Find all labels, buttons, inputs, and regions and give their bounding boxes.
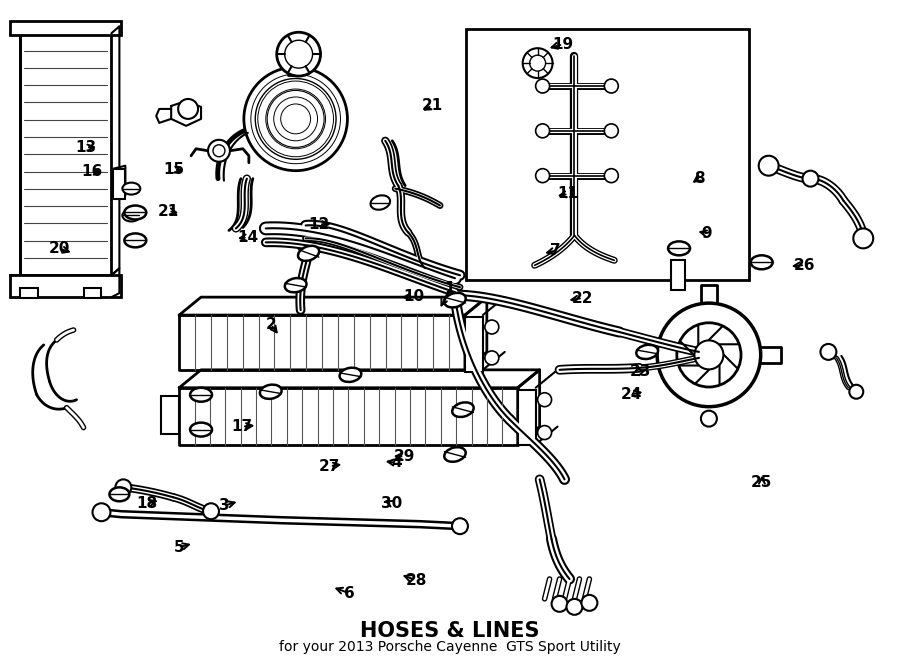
Text: 6: 6 <box>344 586 355 601</box>
Ellipse shape <box>190 422 212 436</box>
Ellipse shape <box>284 278 307 293</box>
Circle shape <box>853 228 873 248</box>
Ellipse shape <box>445 447 465 462</box>
Ellipse shape <box>668 242 690 256</box>
Bar <box>113 169 125 199</box>
Circle shape <box>536 124 550 138</box>
Circle shape <box>93 503 111 521</box>
Text: 26: 26 <box>794 258 815 273</box>
Bar <box>465 317 483 372</box>
Circle shape <box>485 351 499 365</box>
Text: 5: 5 <box>174 540 184 555</box>
Text: 15: 15 <box>164 162 184 177</box>
Circle shape <box>536 79 550 93</box>
Text: 23: 23 <box>629 364 651 379</box>
Bar <box>84 288 102 298</box>
Bar <box>10 275 122 297</box>
Text: 30: 30 <box>381 496 402 511</box>
Circle shape <box>536 169 550 183</box>
Text: 18: 18 <box>137 496 157 511</box>
Text: 3: 3 <box>219 498 230 513</box>
Text: 29: 29 <box>393 449 415 464</box>
Circle shape <box>850 385 863 399</box>
Bar <box>161 396 179 434</box>
Text: 2: 2 <box>266 317 276 332</box>
Text: 16: 16 <box>81 164 102 179</box>
Circle shape <box>604 124 618 138</box>
Text: 27: 27 <box>320 459 340 473</box>
Text: 10: 10 <box>403 289 425 305</box>
Circle shape <box>537 426 552 440</box>
Text: 13: 13 <box>76 140 96 155</box>
Ellipse shape <box>636 345 658 359</box>
Ellipse shape <box>190 388 212 402</box>
Bar <box>671 260 685 290</box>
Text: 22: 22 <box>572 291 593 306</box>
Ellipse shape <box>371 195 390 210</box>
Text: 12: 12 <box>309 216 329 232</box>
Ellipse shape <box>445 293 465 307</box>
Circle shape <box>701 410 717 426</box>
Circle shape <box>485 320 499 334</box>
Circle shape <box>759 156 778 175</box>
Text: 21: 21 <box>421 98 443 113</box>
Circle shape <box>657 303 760 406</box>
Circle shape <box>552 596 568 612</box>
Text: 19: 19 <box>553 36 573 52</box>
Bar <box>518 390 536 444</box>
Ellipse shape <box>124 205 147 220</box>
Ellipse shape <box>452 402 473 417</box>
Text: 20: 20 <box>49 241 70 256</box>
Bar <box>20 288 38 298</box>
Circle shape <box>203 503 219 519</box>
Circle shape <box>821 344 836 360</box>
Text: 9: 9 <box>701 226 712 241</box>
Circle shape <box>566 599 582 615</box>
Circle shape <box>604 79 618 93</box>
Circle shape <box>581 595 598 611</box>
Ellipse shape <box>110 487 130 501</box>
Text: 25: 25 <box>752 475 772 490</box>
Text: 21: 21 <box>158 203 179 218</box>
Text: 14: 14 <box>237 230 258 245</box>
Ellipse shape <box>298 246 320 261</box>
Text: 17: 17 <box>231 419 253 434</box>
Text: 24: 24 <box>620 387 642 402</box>
Circle shape <box>604 169 618 183</box>
Ellipse shape <box>124 234 147 248</box>
Bar <box>20 33 112 275</box>
Circle shape <box>695 340 724 369</box>
Circle shape <box>276 32 320 76</box>
Ellipse shape <box>260 385 282 399</box>
Text: 11: 11 <box>558 187 579 201</box>
Circle shape <box>537 393 552 406</box>
Ellipse shape <box>122 209 140 222</box>
Bar <box>10 21 122 35</box>
Ellipse shape <box>751 256 772 269</box>
Circle shape <box>523 48 553 78</box>
Circle shape <box>115 479 131 495</box>
Ellipse shape <box>122 183 140 195</box>
Text: 28: 28 <box>405 573 427 588</box>
Text: HOSES & LINES: HOSES & LINES <box>360 621 540 641</box>
Ellipse shape <box>339 367 361 382</box>
Circle shape <box>178 99 198 119</box>
Bar <box>466 29 749 280</box>
Text: 7: 7 <box>551 243 561 258</box>
Text: 4: 4 <box>391 455 401 470</box>
Text: for your 2013 Porsche Cayenne  GTS Sport Utility: for your 2013 Porsche Cayenne GTS Sport … <box>279 639 621 653</box>
Circle shape <box>452 518 468 534</box>
Text: 1: 1 <box>445 281 455 296</box>
Circle shape <box>244 67 347 171</box>
Circle shape <box>208 140 230 162</box>
Circle shape <box>803 171 818 187</box>
Text: 8: 8 <box>694 171 705 185</box>
